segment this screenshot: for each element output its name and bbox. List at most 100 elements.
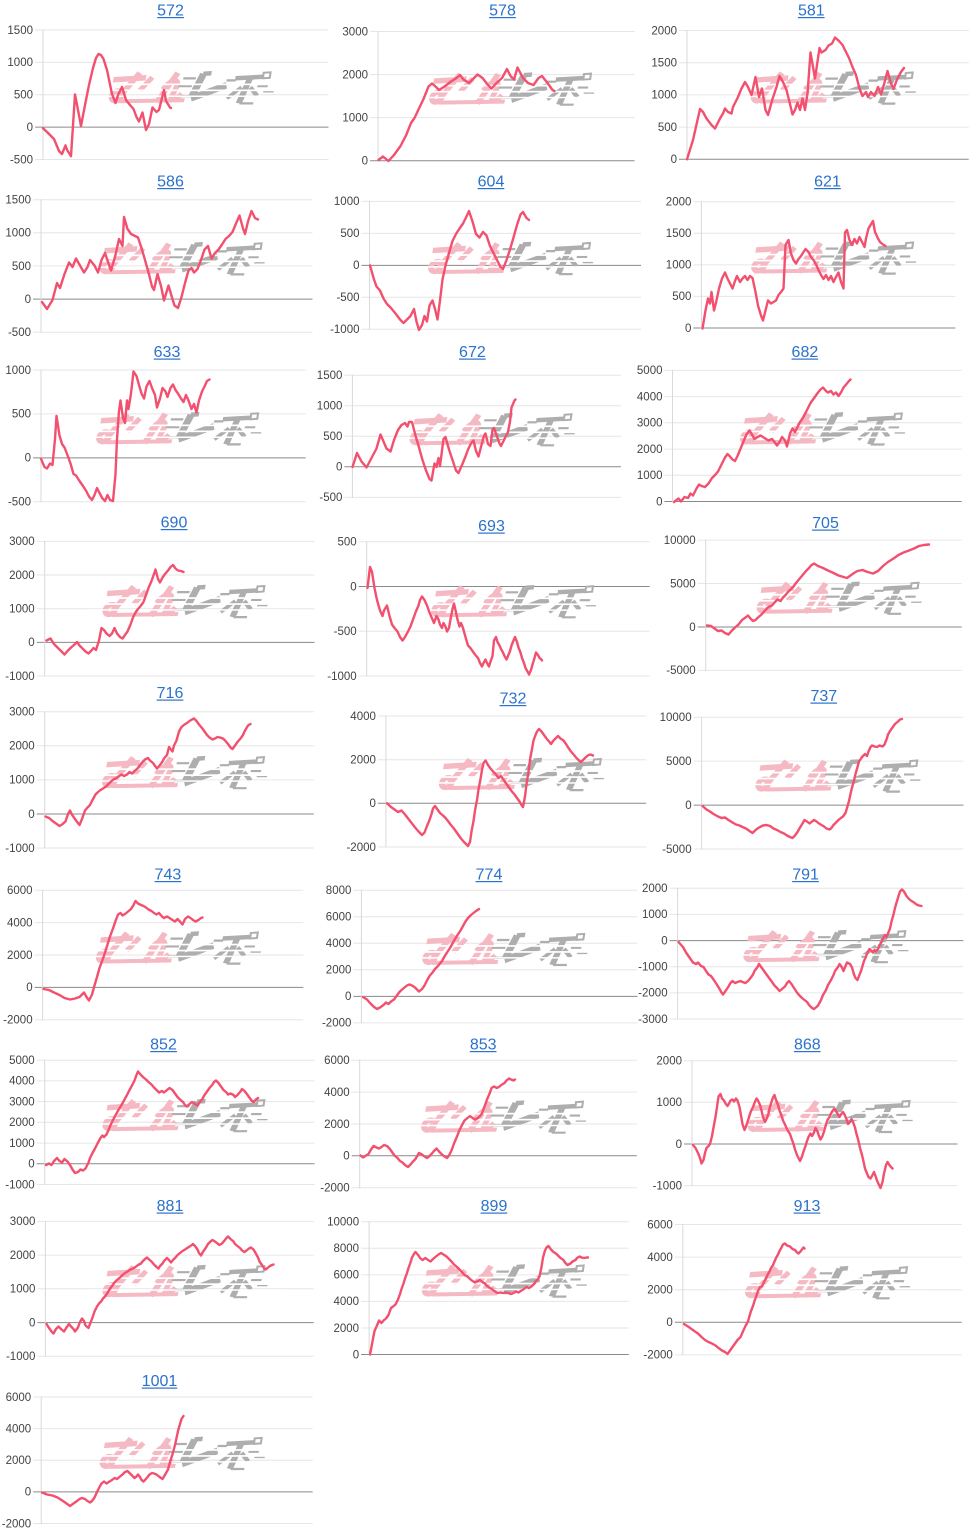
svg-text:-3000: -3000 <box>638 1014 667 1026</box>
svg-text:4000: 4000 <box>9 1076 35 1088</box>
svg-text:791: 791 <box>792 867 819 884</box>
svg-text:-5000: -5000 <box>666 665 695 677</box>
svg-text:586: 586 <box>157 174 184 191</box>
svg-text:0: 0 <box>25 1487 31 1499</box>
svg-text:1001: 1001 <box>142 1373 178 1390</box>
svg-text:-1000: -1000 <box>330 324 359 336</box>
svg-text:633: 633 <box>154 344 181 361</box>
svg-text:1000: 1000 <box>656 1097 682 1109</box>
svg-text:4000: 4000 <box>647 1252 673 1264</box>
svg-text:2000: 2000 <box>10 1250 36 1262</box>
svg-text:0: 0 <box>676 1139 682 1151</box>
svg-text:500: 500 <box>338 537 357 549</box>
svg-text:1500: 1500 <box>5 195 31 207</box>
svg-text:2000: 2000 <box>9 741 35 753</box>
svg-text:1000: 1000 <box>5 228 31 240</box>
svg-text:0: 0 <box>671 154 677 166</box>
svg-text:3000: 3000 <box>10 1216 36 1228</box>
svg-text:500: 500 <box>14 90 33 102</box>
svg-text:2000: 2000 <box>7 950 33 962</box>
svg-text:0: 0 <box>27 122 33 134</box>
svg-text:0: 0 <box>656 496 662 508</box>
svg-text:6000: 6000 <box>6 1392 32 1404</box>
svg-text:0: 0 <box>25 294 31 306</box>
svg-text:732: 732 <box>500 691 527 708</box>
svg-text:0: 0 <box>28 637 34 649</box>
svg-text:0: 0 <box>26 982 32 994</box>
svg-text:-1000: -1000 <box>5 671 34 683</box>
svg-text:3000: 3000 <box>9 1096 35 1108</box>
svg-text:10000: 10000 <box>664 535 696 547</box>
svg-text:1500: 1500 <box>7 25 33 37</box>
svg-text:2000: 2000 <box>647 1285 673 1297</box>
svg-text:2000: 2000 <box>666 197 692 209</box>
svg-text:10000: 10000 <box>660 712 692 724</box>
svg-text:2000: 2000 <box>637 444 663 456</box>
svg-text:6000: 6000 <box>326 912 352 924</box>
svg-text:-500: -500 <box>336 292 359 304</box>
svg-text:0: 0 <box>28 1159 34 1171</box>
svg-text:2000: 2000 <box>342 69 368 81</box>
svg-text:0: 0 <box>353 260 359 272</box>
svg-text:5000: 5000 <box>637 365 663 377</box>
svg-text:621: 621 <box>814 174 841 191</box>
svg-text:500: 500 <box>672 291 691 303</box>
svg-text:1000: 1000 <box>334 196 360 208</box>
svg-text:-2000: -2000 <box>346 842 375 854</box>
svg-text:604: 604 <box>478 174 505 191</box>
svg-text:0: 0 <box>350 581 356 593</box>
svg-text:-2000: -2000 <box>638 988 667 1000</box>
svg-text:-1000: -1000 <box>5 1179 34 1191</box>
svg-text:774: 774 <box>476 867 503 884</box>
svg-text:693: 693 <box>478 518 505 535</box>
svg-text:-2000: -2000 <box>643 1350 672 1362</box>
svg-text:4000: 4000 <box>6 1423 32 1435</box>
svg-text:2000: 2000 <box>9 570 35 582</box>
svg-text:1000: 1000 <box>317 401 343 413</box>
svg-text:1500: 1500 <box>317 370 343 382</box>
svg-text:881: 881 <box>157 1198 184 1215</box>
svg-text:-1000: -1000 <box>5 843 34 855</box>
svg-text:4000: 4000 <box>334 1296 360 1308</box>
svg-text:3000: 3000 <box>637 418 663 430</box>
svg-text:913: 913 <box>794 1198 821 1215</box>
svg-text:-500: -500 <box>319 492 342 504</box>
svg-text:-2000: -2000 <box>3 1015 32 1027</box>
svg-text:2000: 2000 <box>326 965 352 977</box>
svg-text:0: 0 <box>661 935 667 947</box>
svg-text:-5000: -5000 <box>662 844 691 856</box>
svg-text:6000: 6000 <box>324 1055 350 1067</box>
svg-text:2000: 2000 <box>9 1117 35 1129</box>
svg-text:5000: 5000 <box>9 1055 35 1067</box>
svg-text:8000: 8000 <box>326 885 352 897</box>
svg-text:0: 0 <box>28 809 34 821</box>
svg-text:0: 0 <box>666 1317 672 1329</box>
svg-text:0: 0 <box>685 800 691 812</box>
svg-text:0: 0 <box>689 622 695 634</box>
svg-text:4000: 4000 <box>326 938 352 950</box>
svg-text:3000: 3000 <box>9 536 35 548</box>
svg-text:-1000: -1000 <box>6 1351 35 1363</box>
svg-text:1500: 1500 <box>666 228 692 240</box>
svg-text:6000: 6000 <box>647 1219 673 1231</box>
svg-text:2000: 2000 <box>334 1323 360 1335</box>
svg-text:3000: 3000 <box>9 707 35 719</box>
svg-text:6000: 6000 <box>7 885 33 897</box>
svg-text:682: 682 <box>792 344 819 361</box>
svg-text:8000: 8000 <box>334 1243 360 1255</box>
svg-text:705: 705 <box>812 515 839 532</box>
svg-text:2000: 2000 <box>324 1119 350 1131</box>
svg-text:578: 578 <box>489 3 516 20</box>
svg-text:0: 0 <box>25 453 31 465</box>
svg-text:868: 868 <box>794 1037 821 1054</box>
svg-text:5000: 5000 <box>670 578 696 590</box>
svg-text:-2000: -2000 <box>2 1518 31 1530</box>
svg-text:0: 0 <box>369 798 375 810</box>
svg-text:852: 852 <box>150 1037 177 1054</box>
svg-text:1000: 1000 <box>9 775 35 787</box>
svg-text:1000: 1000 <box>9 1138 35 1150</box>
svg-text:0: 0 <box>353 1349 359 1361</box>
svg-text:899: 899 <box>481 1198 508 1215</box>
svg-text:500: 500 <box>323 431 342 443</box>
svg-text:1000: 1000 <box>666 260 692 272</box>
